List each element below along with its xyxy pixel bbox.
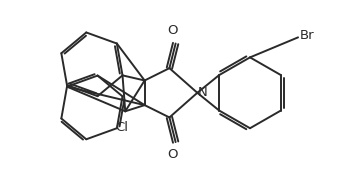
Text: O: O xyxy=(167,148,178,161)
Text: O: O xyxy=(167,24,178,37)
Text: Br: Br xyxy=(300,29,314,42)
Text: N: N xyxy=(198,86,208,99)
Text: Cl: Cl xyxy=(115,121,128,134)
